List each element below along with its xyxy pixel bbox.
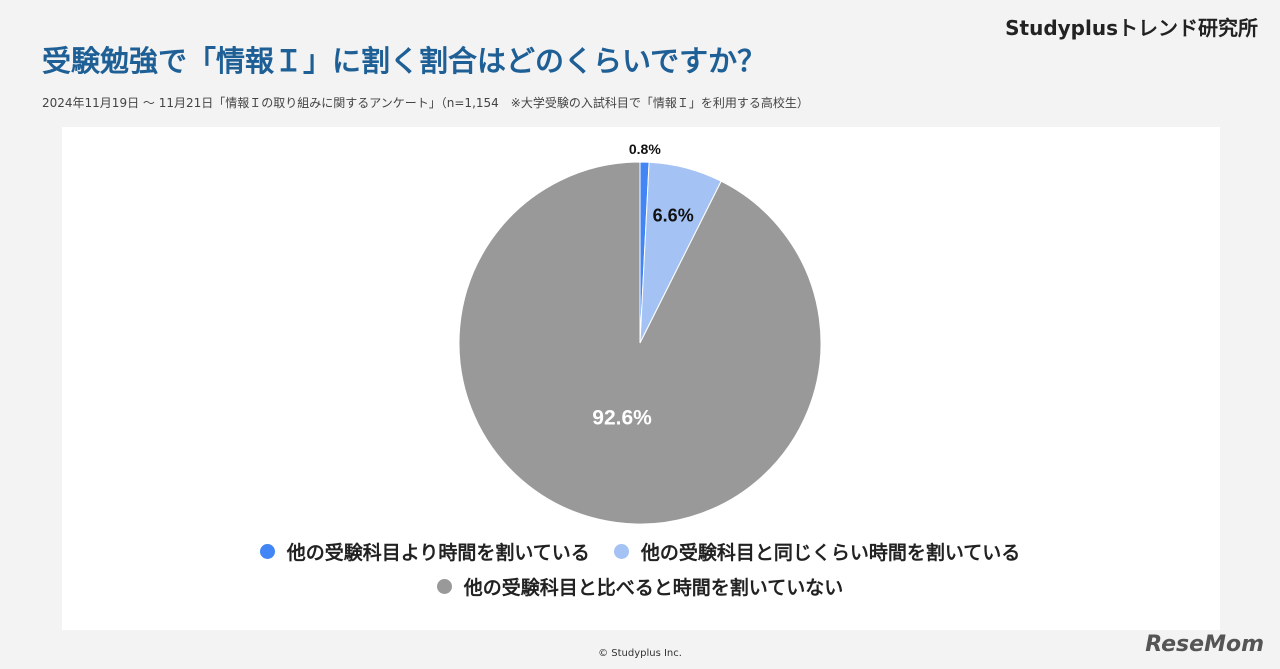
legend-label: 他の受験科目と同じくらい時間を割いている [640, 542, 1021, 564]
watermark: ReseMom [1145, 632, 1264, 657]
brand: Studyplusトレンド研究所 [1005, 16, 1258, 40]
pie-slice [458, 161, 822, 525]
legend-item: 他の受験科目と同じくらい時間を割いている [613, 538, 1021, 565]
legend-item: 他の受験科目より時間を割いている [259, 538, 590, 565]
chart-subtitle: 2024年11月19日 ～ 11月21日「情報Ｉの取り組みに関するアンケート」（… [42, 96, 809, 110]
legend-swatch [613, 544, 629, 559]
legend: 他の受験科目より時間を割いている 他の受験科目と同じくらい時間を割いている他の受験… [240, 538, 1040, 600]
footer: © Studyplus Inc. [598, 648, 682, 659]
chart-title: 受験勉強で「情報Ｉ」に割く割合はどのくらいですか？ [42, 44, 767, 78]
data-label: 6.6% [653, 206, 694, 226]
data-label: 92.6% [592, 406, 652, 429]
legend-swatch [259, 544, 275, 559]
legend-item: 他の受験科目と比べると時間を割いていない [240, 573, 1040, 600]
legend-label: 他の受験科目と比べると時間を割いていない [463, 577, 844, 599]
legend-swatch [436, 579, 452, 594]
legend-label: 他の受験科目より時間を割いている [286, 542, 590, 564]
data-label: 0.8% [629, 141, 661, 157]
